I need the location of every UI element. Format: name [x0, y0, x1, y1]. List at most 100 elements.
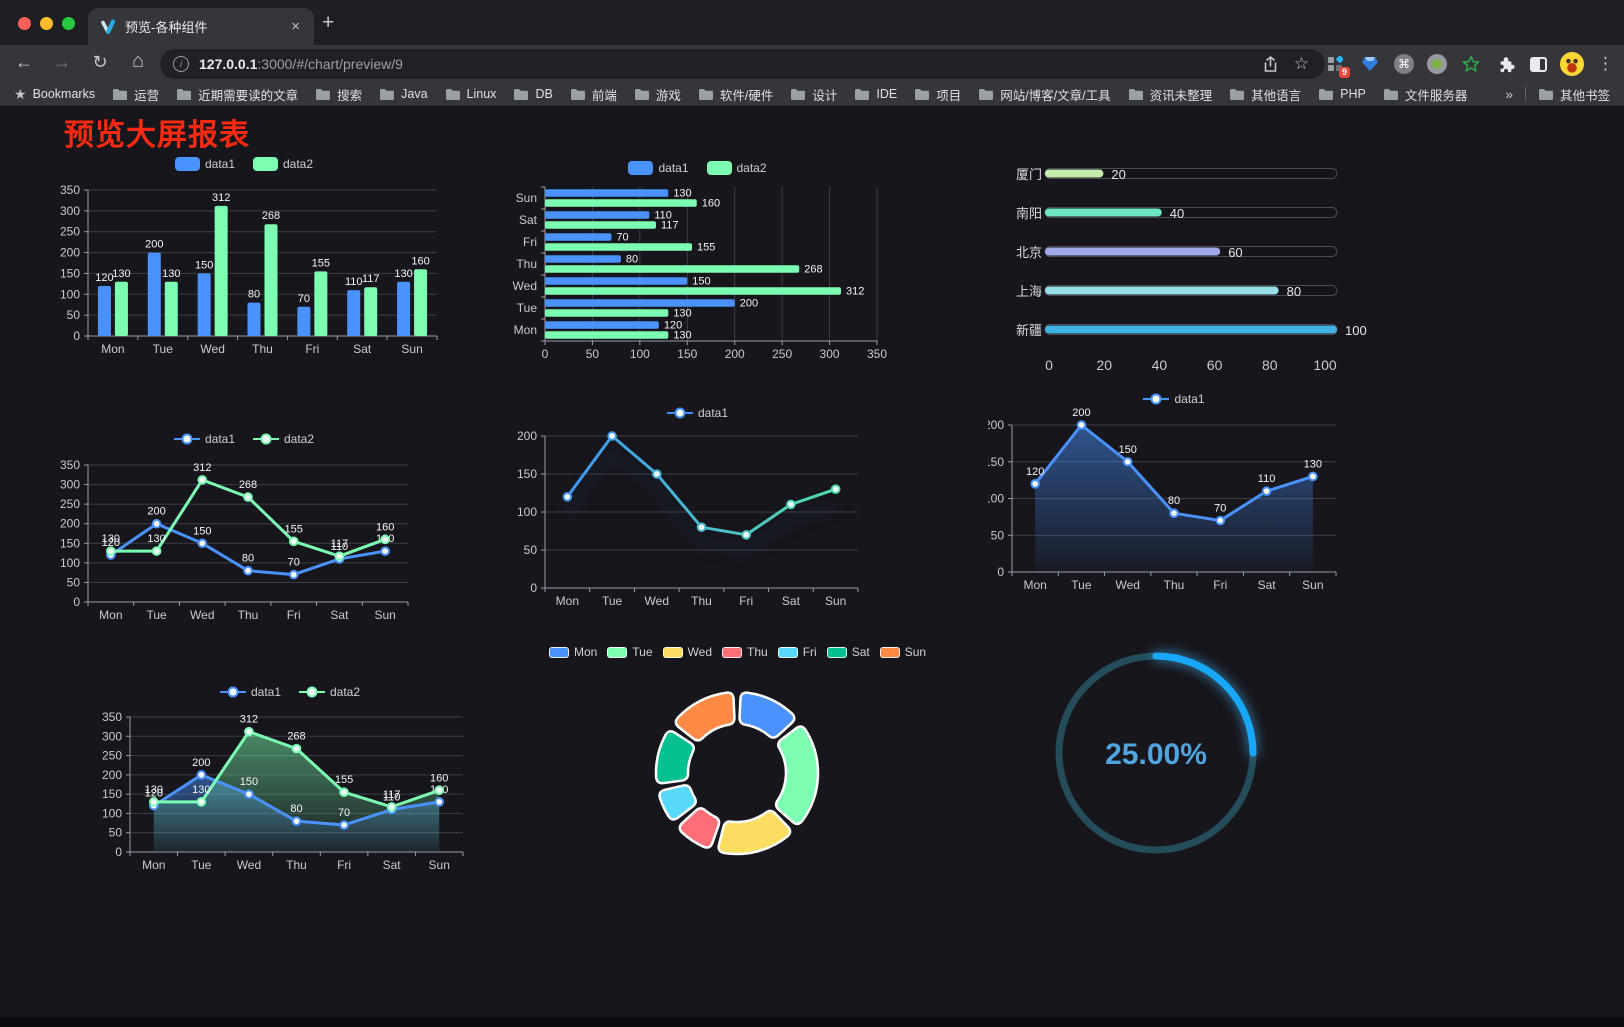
bookmark-folder[interactable]: 网站/博客/文章/工具	[978, 85, 1111, 104]
bookmark-folder[interactable]: 资讯未整理	[1128, 85, 1213, 104]
bookmark-folder-label: Java	[401, 87, 428, 101]
bookmark-folder[interactable]: 其他语言	[1229, 85, 1301, 104]
legend-item-Wed[interactable]: Wed	[662, 645, 712, 659]
bookmark-folder[interactable]: Linux	[445, 87, 496, 101]
gem-extension-icon[interactable]	[1359, 53, 1381, 75]
gem-icon	[1362, 57, 1378, 71]
legend-label: Mon	[573, 645, 598, 659]
forward-icon[interactable]: →	[53, 52, 71, 72]
svg-text:Wed: Wed	[513, 279, 537, 293]
svg-text:155: 155	[312, 257, 330, 269]
svg-text:70: 70	[298, 293, 310, 305]
home-icon[interactable]: ⌂	[131, 50, 145, 72]
bookmark-folder[interactable]: IDE	[854, 87, 897, 101]
legend-item-Tue[interactable]: Tue	[607, 645, 653, 659]
legend-item-Sun[interactable]: Sun	[879, 645, 927, 659]
legend-item-Mon[interactable]: Mon	[548, 645, 598, 659]
tab-close-icon[interactable]: ×	[291, 18, 300, 35]
legend-label: Sat	[851, 645, 870, 659]
legend-item-data2[interactable]: data2	[299, 685, 360, 699]
reload-icon[interactable]: ↻	[92, 52, 108, 72]
proxy-star-extension-icon[interactable]	[1460, 53, 1482, 75]
side-panel-icon[interactable]	[1530, 56, 1547, 72]
legend-swatch	[826, 646, 847, 658]
legend-label: Sun	[904, 645, 927, 659]
legend-swatch	[628, 161, 654, 175]
svg-text:350: 350	[102, 710, 122, 724]
bookmark-folder[interactable]: 软件/硬件	[698, 85, 773, 104]
other-bookmarks[interactable]: 其他书签	[1538, 85, 1610, 104]
bookmark-folder[interactable]: PHP	[1318, 87, 1366, 101]
share-icon[interactable]	[1263, 55, 1278, 73]
browser-menu-icon[interactable]: ⋮	[1597, 54, 1614, 73]
svg-text:Sat: Sat	[782, 594, 801, 608]
series-data1: 120 200 150 80 70 110 130	[95, 239, 413, 336]
svg-text:268: 268	[239, 479, 257, 491]
legend-item-data1[interactable]: data1	[628, 161, 689, 175]
bookmark-folder-label: 资讯未整理	[1149, 88, 1213, 103]
svg-text:70: 70	[288, 557, 300, 569]
legend-item-data1[interactable]: data1	[666, 406, 728, 420]
minimize-window-button[interactable]	[40, 17, 53, 30]
svg-text:Sun: Sun	[401, 342, 422, 356]
svg-text:100: 100	[630, 347, 650, 361]
bookmark-folder-label: 运营	[134, 88, 160, 103]
svg-text:Fri: Fri	[305, 342, 319, 356]
browser-tab[interactable]: 预览-各种组件 ×	[88, 8, 314, 45]
address-bar[interactable]: i 127.0.0.1:3000/#/chart/preview/9 ☆	[160, 49, 1325, 79]
command-extension-icon[interactable]: ⌘	[1394, 54, 1414, 74]
svg-text:Sun: Sun	[825, 594, 846, 608]
bookmark-folder[interactable]: 近期需要读的文章	[176, 85, 298, 104]
legend-item-Thu[interactable]: Thu	[722, 645, 768, 659]
bookmarks-manager[interactable]: ★ Bookmarks	[14, 86, 95, 103]
bookmark-folder-label: 近期需要读的文章	[198, 88, 299, 103]
extension-grid-icon[interactable]: 9	[1324, 53, 1350, 78]
bookmark-folder[interactable]: 前端	[570, 85, 617, 104]
legend-item-data1[interactable]: data1	[219, 685, 281, 699]
svg-text:130: 130	[102, 533, 120, 545]
maximize-window-button[interactable]	[62, 17, 75, 30]
chart-legend: data1	[988, 391, 1360, 407]
pie-slice-Mon	[738, 691, 796, 739]
area-multi-line-chart: data1 data2 0 50 100 150 200 250 300 350 Mon Tue Wed…	[100, 678, 480, 890]
legend-item-data1[interactable]: data1	[174, 157, 235, 171]
svg-text:110: 110	[383, 792, 401, 804]
legend-item-Fri[interactable]: Fri	[777, 645, 817, 659]
svg-text:80: 80	[242, 553, 254, 565]
svg-text:0: 0	[73, 329, 80, 343]
bookmark-folder[interactable]: 设计	[790, 85, 837, 104]
window-controls	[18, 17, 75, 30]
legend-item-data2[interactable]: data2	[253, 157, 313, 171]
bookmark-folder[interactable]: 运营	[112, 85, 159, 104]
svg-text:Fri: Fri	[1213, 578, 1227, 592]
svg-text:50: 50	[524, 543, 538, 557]
legend-item-Sat[interactable]: Sat	[826, 645, 870, 659]
legend-item-data1[interactable]: data1	[1143, 392, 1205, 406]
bookmark-folder[interactable]: 游戏	[634, 85, 681, 104]
site-info-icon[interactable]: i	[173, 56, 189, 72]
svg-text:Fri: Fri	[337, 858, 351, 872]
svg-text:Sun: Sun	[1302, 578, 1323, 592]
svg-text:130: 130	[147, 533, 165, 545]
bookmark-folder[interactable]: DB	[513, 87, 553, 101]
new-tab-button[interactable]: +	[322, 11, 335, 34]
bookmarks-overflow-chevron[interactable]: »	[1505, 86, 1513, 102]
bookmark-folder[interactable]: 搜索	[315, 85, 362, 104]
url-text[interactable]: 127.0.0.1:3000/#/chart/preview/9	[199, 56, 403, 72]
bookmark-folder[interactable]: 项目	[914, 85, 961, 104]
extension-badge: 9	[1338, 67, 1350, 78]
recorder-extension-icon[interactable]	[1427, 54, 1447, 74]
svg-text:Fri: Fri	[523, 235, 537, 249]
bookmark-star-icon[interactable]: ☆	[1293, 54, 1309, 73]
back-icon[interactable]: ←	[15, 52, 33, 72]
folder-icon	[514, 88, 529, 100]
bookmark-folder[interactable]: Java	[379, 87, 428, 101]
legend-label: data1	[250, 685, 281, 699]
extensions-puzzle-icon[interactable]	[1495, 53, 1517, 75]
legend-item-data1[interactable]: data1	[173, 432, 235, 446]
legend-item-data2[interactable]: data2	[253, 432, 314, 446]
legend-item-data2[interactable]: data2	[706, 161, 767, 175]
profile-avatar[interactable]	[1560, 52, 1584, 76]
bookmark-folder[interactable]: 文件服务器	[1383, 85, 1467, 104]
close-window-button[interactable]	[18, 17, 31, 30]
